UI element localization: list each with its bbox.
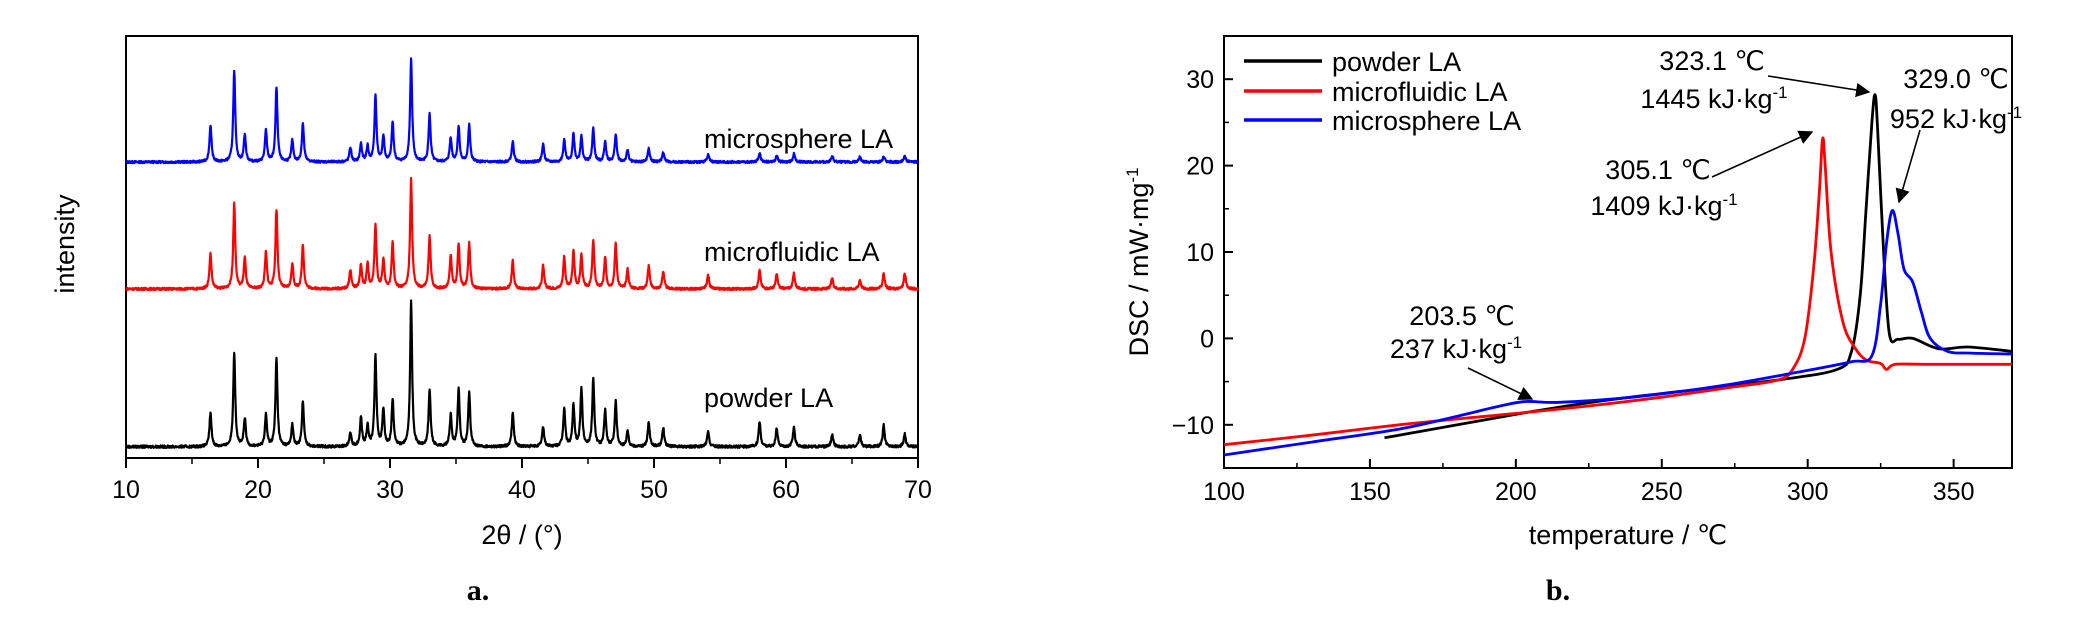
panel-b: 100 150 200 250 300 350 −10 0 10 20 30 powder LA m…	[1123, 35, 2022, 607]
annotation-323-arrow	[1767, 75, 1871, 98]
panel-a-label: a.	[467, 574, 490, 607]
panel-a-x-tick-label: 30	[376, 476, 404, 504]
panel-a-series-labels: microsphere LA microfluidic LA powder LA	[704, 124, 893, 413]
panel-a-x-tick-label: 10	[112, 476, 140, 504]
panel-b-y-tick-label: 20	[1186, 153, 1214, 181]
panel-b-x-tick-label: 300	[1787, 478, 1829, 506]
xrd-trace-microfluidic-la	[125, 176, 919, 292]
annotation-305-enthalpy: 1409 kJ·kg-1	[1590, 190, 1737, 221]
panel-b-x-tick-label: 350	[1933, 478, 1975, 506]
panel-b-y-axis-title: DSC / mW·mg-1	[1123, 167, 1154, 356]
panel-a-y-axis-title: intensity	[50, 194, 80, 294]
annotation-323-enthalpy: 1445 kJ·kg-1	[1640, 83, 1787, 114]
panel-a-x-tick-label: 50	[640, 476, 668, 504]
annotation-329-temp: 329.0 ℃	[1903, 64, 2008, 94]
panel-b-x-tick-label: 100	[1203, 478, 1245, 506]
panel-b-x-tick-label: 200	[1495, 478, 1537, 506]
panel-b-ticks: 100 150 200 250 300 350 −10 0 10 20 30	[1172, 66, 1975, 506]
panel-a-series	[124, 57, 920, 449]
annotation-305-temp: 305.1 ℃	[1605, 155, 1710, 185]
dsc-curve-powder-la	[1384, 93, 2013, 440]
panel-b-label: b.	[1546, 574, 1570, 607]
panel-a-x-tick-label: 20	[244, 476, 272, 504]
panel-a-x-tick-label: 40	[508, 476, 536, 504]
panel-b-y-tick-label: 0	[1200, 325, 1214, 353]
legend-label-microsphere-la: microsphere LA	[1332, 106, 1521, 136]
panel-b-y-tick-label: 30	[1186, 66, 1214, 94]
xrd-trace-powder-la	[124, 299, 920, 449]
panel-a-x-tick-label: 70	[904, 476, 932, 504]
annotation-329-enthalpy: 952 kJ·kg-1	[1890, 103, 2022, 134]
legend-label-microfluidic-la: microfluidic LA	[1332, 77, 1508, 107]
series-label-microsphere-la: microsphere LA	[704, 124, 893, 154]
series-label-powder-la: powder LA	[704, 383, 833, 413]
annotation-323-temp: 323.1 ℃	[1659, 46, 1764, 76]
series-label-microfluidic-la: microfluidic LA	[704, 237, 880, 267]
panel-a: 10 20 30 40 50 60 70 microsphere LA microfluidi…	[50, 35, 932, 607]
panel-b-annotations: 203.5 ℃ 237 kJ·kg-1 305.1 ℃ 1409 kJ·kg-1…	[1390, 46, 2022, 400]
annotation-305-arrow	[1711, 130, 1814, 178]
dsc-curve-microfluidic-la	[1223, 136, 2012, 447]
annotation-203-temp: 203.5 ℃	[1409, 301, 1514, 331]
annotation-203-enthalpy: 237 kJ·kg-1	[1390, 333, 1522, 364]
xrd-trace-microsphere-la	[125, 57, 919, 165]
panel-a-x-axis-title: 2θ / (°)	[481, 520, 562, 550]
panel-a-x-ticks: 10 20 30 40 50 60 70	[112, 458, 932, 504]
panel-b-series	[1223, 93, 2013, 457]
panel-b-x-tick-label: 250	[1641, 478, 1683, 506]
annotation-203-arrow	[1467, 367, 1534, 400]
dsc-curve-microsphere-la	[1223, 209, 2013, 457]
panel-b-y-tick-label: −10	[1172, 412, 1214, 440]
panel-b-legend: powder LA microfluidic LA microsphere LA	[1244, 47, 1521, 136]
panel-b-y-tick-label: 10	[1186, 239, 1214, 267]
legend-label-powder-la: powder LA	[1332, 47, 1461, 77]
panel-b-x-axis-title: temperature / ℃	[1529, 520, 1727, 550]
panel-b-x-tick-label: 150	[1349, 478, 1391, 506]
panel-a-x-tick-label: 60	[772, 476, 800, 504]
annotation-329-arrow	[1895, 129, 1921, 204]
